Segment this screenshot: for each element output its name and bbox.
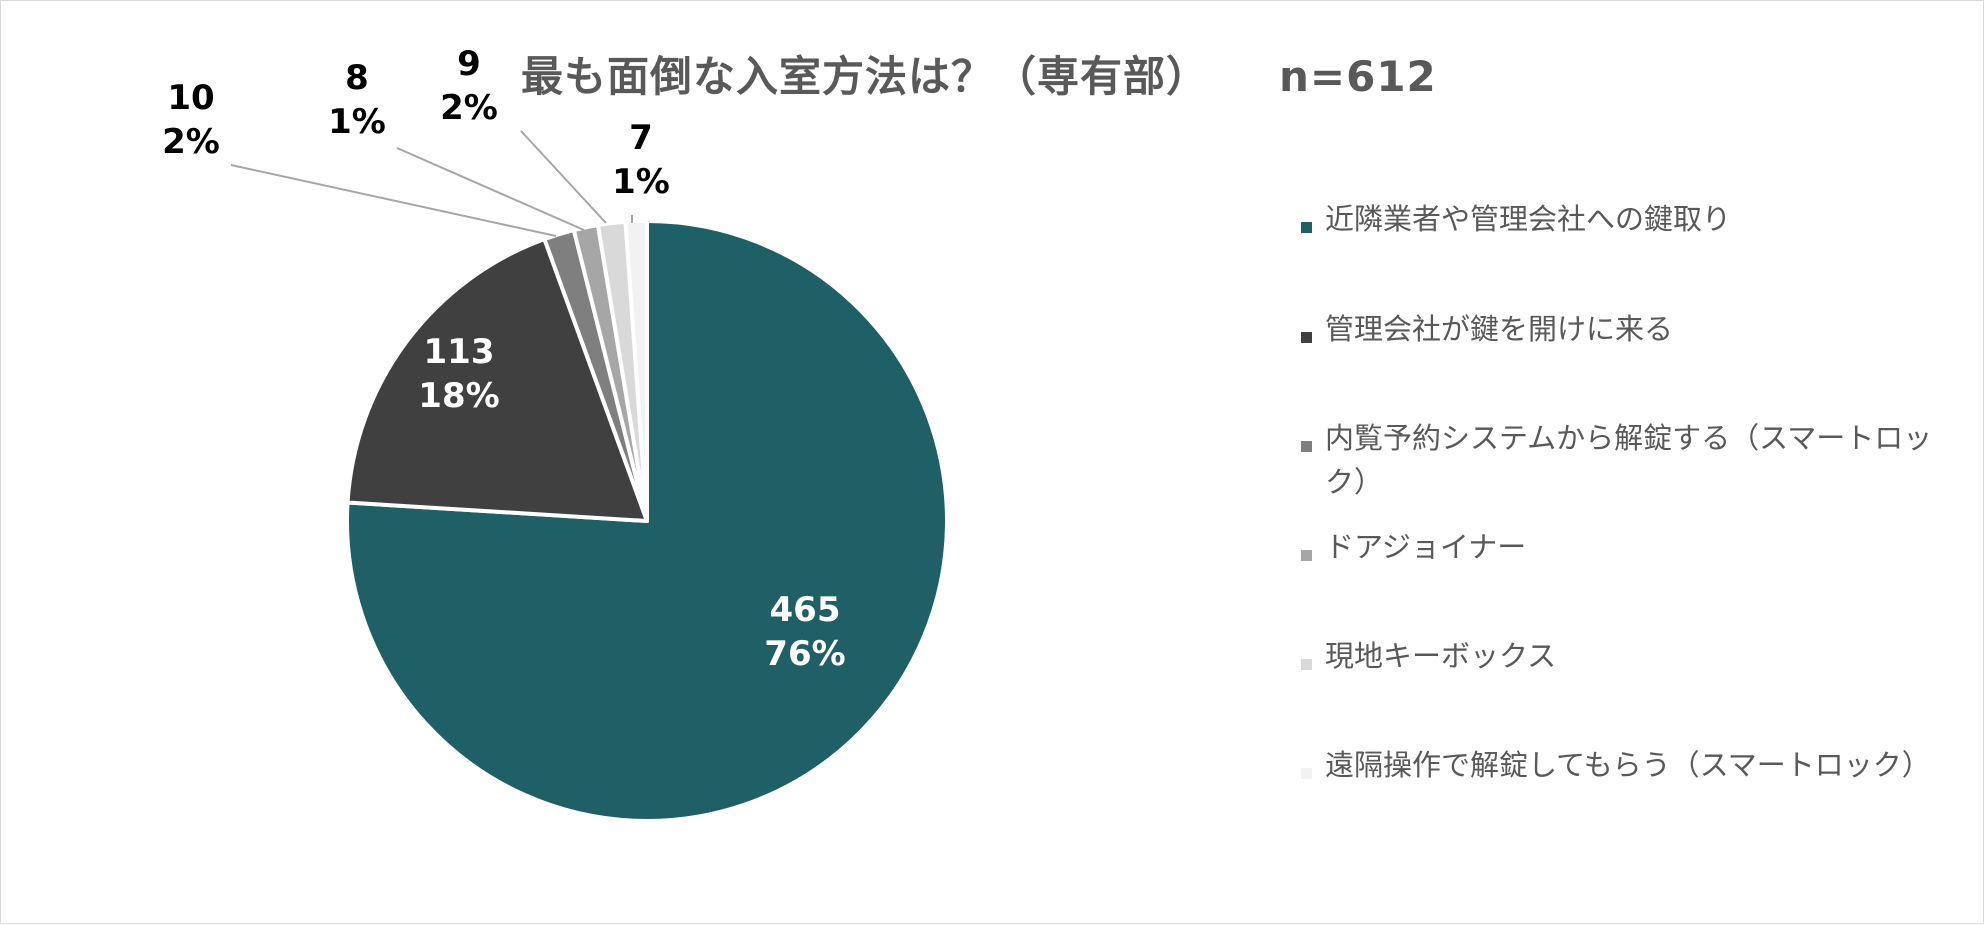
leader-line-2 (230, 164, 557, 237)
chart-title-text: 最も面倒な入室方法は？（専有部） (521, 52, 1210, 101)
legend-item-0: 近隣業者や管理会社への鍵取り (1301, 197, 1961, 241)
legend-swatch-1 (1301, 332, 1312, 343)
slice-value-5: 7 (629, 118, 653, 158)
slice-label-3: 8 1% (328, 58, 386, 142)
legend-item-5: 遠隔操作で解錠してもらう（スマートロック） (1301, 743, 1961, 787)
sample-size-label: n=612 (1279, 52, 1437, 101)
slice-percent-5: 1% (612, 162, 670, 202)
legend-swatch-5 (1301, 768, 1312, 779)
slice-percent-2: 2% (162, 122, 220, 162)
leader-line-4 (520, 130, 607, 224)
legend-label-1: 管理会社が鍵を開けに来る (1325, 312, 1674, 346)
slice-value-3: 8 (345, 58, 369, 98)
legend-label-0: 近隣業者や管理会社への鍵取り (1325, 202, 1732, 236)
chart-title: 最も面倒な入室方法は？（専有部） n=612 (521, 43, 1437, 104)
slice-percent-1: 18% (418, 376, 499, 416)
slice-percent-0: 76% (764, 634, 845, 674)
slice-value-0: 465 (770, 590, 841, 630)
pie-slice-1 (345, 237, 649, 523)
leader-line-3 (396, 147, 585, 231)
legend-label-3: ドアジョイナー (1325, 530, 1527, 564)
legend-item-4: 現地キーボックス (1301, 634, 1961, 678)
leader-lines (230, 130, 633, 237)
legend-label-2: 内覧予約システムから解錠する（スマートロック） (1325, 421, 1933, 499)
slice-value-1: 113 (424, 332, 495, 372)
slice-labels: 465 76%113 18%10 2%8 1%9 2%7 1% (162, 44, 846, 674)
legend-label-4: 現地キーボックス (1325, 639, 1557, 673)
legend-item-1: 管理会社が鍵を開けに来る (1301, 307, 1961, 351)
slice-value-4: 9 (457, 44, 481, 84)
legend-swatch-4 (1301, 659, 1312, 670)
slice-value-2: 10 (167, 78, 214, 118)
slice-label-0: 465 76% (764, 590, 845, 674)
legend-item-2: 内覧予約システムから解錠する（スマートロック） (1301, 416, 1961, 504)
slice-label-5: 7 1% (612, 118, 670, 202)
pie-slices (345, 219, 949, 823)
legend-swatch-3 (1301, 550, 1312, 561)
slice-percent-3: 1% (328, 102, 386, 142)
slice-percent-4: 2% (440, 88, 498, 128)
legend-swatch-0 (1301, 222, 1312, 233)
slice-label-1: 113 18% (418, 332, 499, 416)
slice-label-2: 10 2% (162, 78, 220, 162)
pie-slice-5 (623, 219, 649, 523)
legend-swatch-2 (1301, 441, 1312, 452)
slice-label-4: 9 2% (440, 44, 498, 128)
legend-label-5: 遠隔操作で解錠してもらう（スマートロック） (1325, 748, 1931, 782)
legend-item-3: ドアジョイナー (1301, 525, 1961, 569)
